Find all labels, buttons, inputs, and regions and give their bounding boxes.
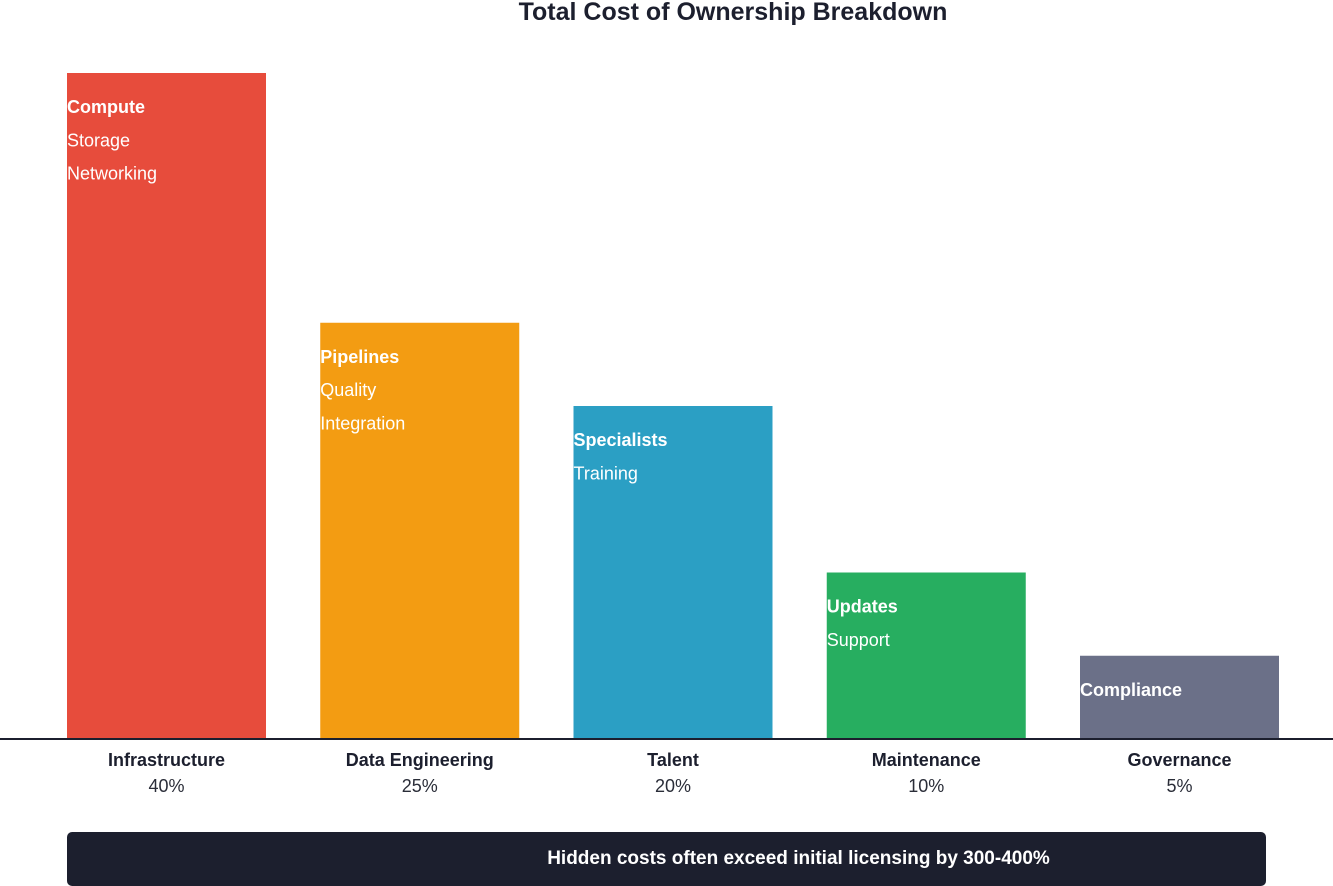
insight-banner-text: Hidden costs often exceed initial licens…	[547, 848, 1050, 869]
bar-item-label: Training	[574, 463, 638, 483]
value-label: 20%	[655, 776, 691, 796]
bars-group: Compute Storage Networking Infrastructure 40…	[67, 73, 1279, 796]
bar-item-label: Specialists	[574, 430, 668, 450]
category-label: Talent	[647, 750, 699, 770]
chart-title: Total Cost of Ownership Breakdown	[519, 0, 948, 26]
bar-data-engineering	[320, 322, 520, 739]
category-label: Governance	[1127, 750, 1231, 770]
category-label: Maintenance	[872, 750, 981, 770]
bar-governance	[1080, 655, 1279, 739]
bar-maintenance	[826, 572, 1026, 739]
category-label: Infrastructure	[108, 750, 225, 770]
value-label: 10%	[908, 776, 944, 796]
bar-item-label: Compute	[67, 97, 145, 117]
bar-chart: Total Cost of Ownership Breakdown Comput…	[0, 0, 1333, 796]
bar-item-label: Compliance	[1080, 680, 1182, 700]
bar-item-label: Quality	[320, 380, 376, 400]
bar-item-label: Networking	[67, 164, 157, 184]
bar-item-label: Updates	[827, 597, 898, 617]
category-label: Data Engineering	[346, 750, 494, 770]
value-label: 25%	[402, 776, 438, 796]
bar-infrastructure	[67, 73, 266, 739]
insight-banner: Hidden costs often exceed initial licens…	[67, 832, 1266, 886]
bar-talent	[573, 406, 773, 739]
bar-item-label: Storage	[67, 130, 130, 150]
value-label: 40%	[148, 776, 184, 796]
bar-item-label: Pipelines	[320, 347, 399, 367]
bar-item-label: Support	[827, 630, 890, 650]
value-label: 5%	[1166, 776, 1192, 796]
bar-item-label: Integration	[320, 413, 405, 433]
